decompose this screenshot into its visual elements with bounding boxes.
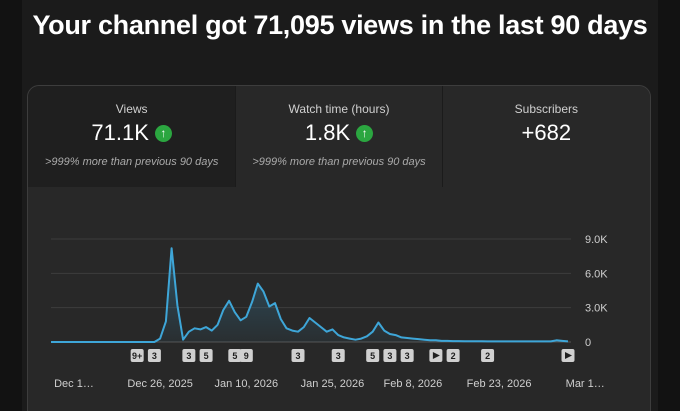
- subscribers-card-value: +682: [521, 120, 572, 145]
- annotation-badge-label: 3: [296, 351, 301, 361]
- x-tick-label: Dec 1…: [54, 378, 94, 390]
- subscribers-card-label: Subscribers: [514, 102, 579, 116]
- annotation-badge[interactable]: [400, 349, 414, 362]
- views-card-note: >999% more than previous 90 days: [44, 156, 219, 168]
- page-headline: Your channel got 71,095 views in the las…: [32, 10, 648, 40]
- annotation-badge-label: 2: [451, 351, 456, 361]
- annotation-badge-label: 3: [387, 351, 392, 361]
- watch-time-card-note: >999% more than previous 90 days: [252, 156, 426, 168]
- annotation-badge-label: 3: [405, 351, 410, 361]
- annotation-badge-label: 3: [152, 351, 157, 361]
- y-tick-label: 0: [585, 337, 591, 349]
- y-tick-label: 6.0K: [585, 268, 608, 280]
- views-card-label: Views: [115, 102, 148, 116]
- play-icon: [432, 352, 440, 359]
- annotation-badge[interactable]: [383, 349, 397, 362]
- play-icon: [565, 352, 572, 359]
- annotation-badge[interactable]: [147, 349, 161, 362]
- x-tick-label: Mar 1…: [566, 378, 605, 390]
- annotation-badge[interactable]: [130, 349, 144, 362]
- annotation-badge[interactable]: [446, 349, 460, 362]
- x-tick-label: Jan 25, 2026: [301, 378, 365, 390]
- views-area-fill: [51, 248, 568, 342]
- views-card-value: 71.1K: [91, 120, 149, 145]
- x-tick-label: Jan 10, 2026: [214, 378, 278, 390]
- arrow-up-icon: ↑: [356, 124, 374, 142]
- annotation-badge-label: 3: [186, 351, 191, 361]
- annotation-badge-label: 9+: [132, 351, 142, 361]
- annotation-badge-label: 5: [204, 351, 209, 361]
- watch-time-card-value-row: 1.8K ↑: [236, 120, 441, 146]
- annotation-badge[interactable]: [182, 349, 196, 362]
- x-tick-label: Feb 8, 2026: [384, 378, 443, 390]
- annotation-badge-label: 5: [232, 351, 237, 361]
- annotation-badge[interactable]: [239, 349, 253, 362]
- annotation-badge-label: 2: [485, 351, 490, 361]
- left-margin: [0, 0, 22, 411]
- watch-time-card-value: 1.8K: [304, 120, 351, 145]
- annotation-badge-label: 3: [336, 351, 341, 361]
- subscribers-card-value-row: +682: [443, 120, 650, 146]
- watch-time-card[interactable]: Watch time (hours) 1.8K ↑ >999% more tha…: [235, 86, 442, 187]
- metric-cards: Views 71.1K ↑ >999% more than previous 9…: [28, 86, 650, 187]
- analytics-panel: Views 71.1K ↑ >999% more than previous 9…: [27, 85, 651, 411]
- right-margin: [658, 0, 680, 411]
- x-tick-label: Dec 26, 2025: [127, 378, 192, 390]
- annotation-badge-label: 5: [370, 351, 375, 361]
- views-chart[interactable]: 9.0K 6.0K 3.0K 0 9+ 3 3 5 5 9 3 3 5 3 3 2 2 Dec 1… Dec 26,…: [28, 187, 650, 411]
- views-card-value-row: 71.1K ↑: [28, 120, 235, 146]
- annotation-badge[interactable]: [366, 349, 380, 362]
- subscribers-card[interactable]: Subscribers +682: [441, 86, 650, 187]
- y-tick-label: 3.0K: [585, 303, 608, 315]
- annotation-badge[interactable]: [291, 349, 305, 362]
- y-tick-label: 9.0K: [585, 234, 608, 246]
- annotation-badge[interactable]: [228, 349, 242, 362]
- views-card[interactable]: Views 71.1K ↑ >999% more than previous 9…: [28, 86, 236, 187]
- views-series-line: [51, 247, 569, 343]
- annotation-badge[interactable]: [199, 349, 213, 362]
- watch-time-card-label: Watch time (hours): [288, 102, 390, 116]
- annotation-badge-label: 9: [244, 351, 249, 361]
- x-tick-label: Feb 23, 2026: [467, 378, 532, 390]
- annotation-badge[interactable]: [331, 349, 345, 362]
- annotation-badge[interactable]: [481, 349, 495, 362]
- arrow-up-icon: ↑: [154, 124, 172, 142]
